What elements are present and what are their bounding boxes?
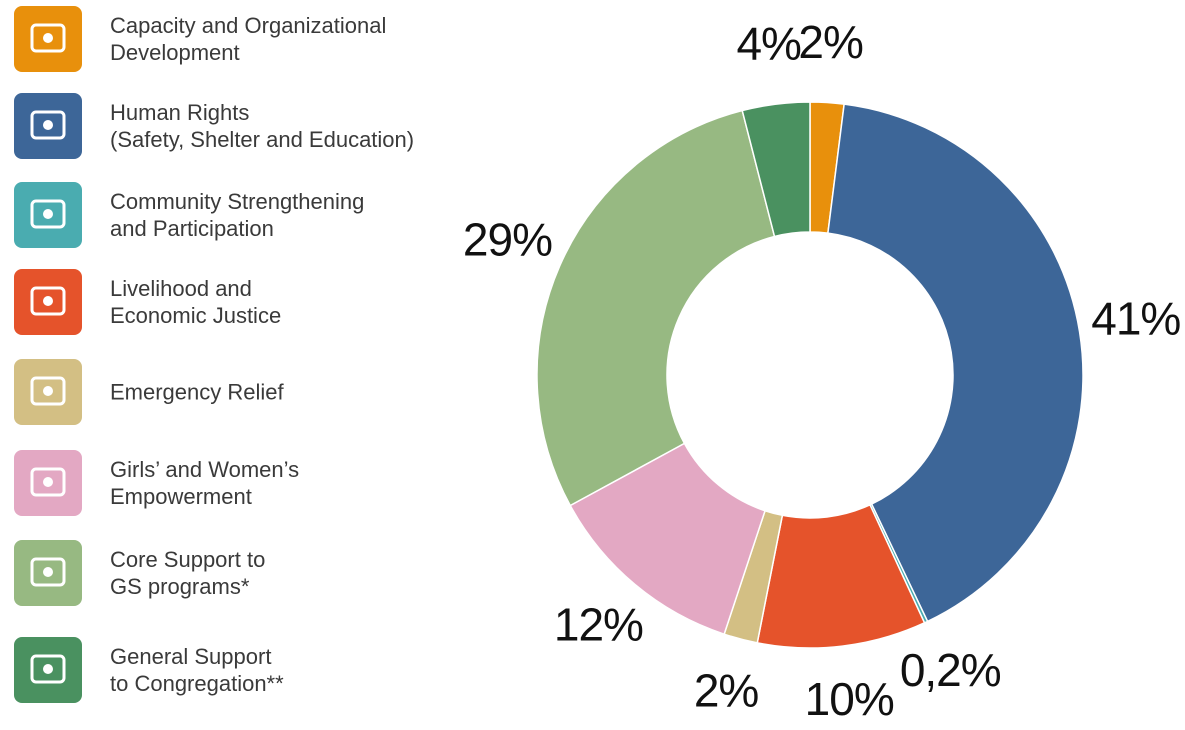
legend-icon	[14, 450, 82, 516]
data-label: 29%	[463, 213, 552, 265]
data-label: 12%	[554, 598, 643, 650]
data-label: 10%	[805, 673, 894, 725]
legend-label: Community Strengthening and Participatio…	[110, 189, 365, 241]
legend-icon	[14, 93, 82, 159]
icon-glyph	[30, 286, 66, 316]
legend-label: Emergency Relief	[110, 379, 284, 405]
legend-label: Livelihood and Economic Justice	[110, 276, 282, 328]
icon-glyph	[30, 199, 66, 229]
donut-segment	[827, 103, 1084, 623]
icon-glyph	[43, 296, 53, 306]
legend-label: Girls’ and Women’s Empowerment	[110, 457, 300, 509]
icon-glyph	[30, 654, 66, 684]
icon-glyph	[30, 376, 66, 406]
legend-icon	[14, 269, 82, 335]
icon-glyph	[30, 557, 66, 587]
icon-glyph	[43, 33, 53, 43]
icon-glyph	[30, 23, 66, 53]
legend-label: Human Rights (Safety, Shelter and Educat…	[110, 100, 415, 152]
icon-glyph	[43, 209, 53, 219]
data-label: 0,2%	[900, 644, 1001, 696]
icon-glyph	[30, 467, 66, 497]
donut-segment	[536, 109, 776, 507]
legend-icon	[14, 637, 82, 703]
legend-label: General Support to Congregation**	[110, 644, 284, 696]
data-label: 2%	[798, 16, 863, 68]
donut-segment	[741, 101, 811, 238]
legend-label: Core Support to GS programs*	[110, 547, 266, 599]
icon-glyph	[43, 664, 53, 674]
legend-icon	[14, 540, 82, 606]
data-label: 4%	[736, 18, 801, 70]
icon-glyph	[43, 120, 53, 130]
legend-icon	[14, 182, 82, 248]
legend-icon	[14, 359, 82, 425]
icon-glyph	[43, 567, 53, 577]
icon-glyph	[43, 477, 53, 487]
legend-icon	[14, 6, 82, 72]
icon-glyph	[43, 386, 53, 396]
data-label: 41%	[1091, 293, 1180, 345]
legend-label: Capacity and Organizational Development	[110, 13, 387, 65]
data-label: 2%	[694, 664, 759, 716]
icon-glyph	[30, 110, 66, 140]
